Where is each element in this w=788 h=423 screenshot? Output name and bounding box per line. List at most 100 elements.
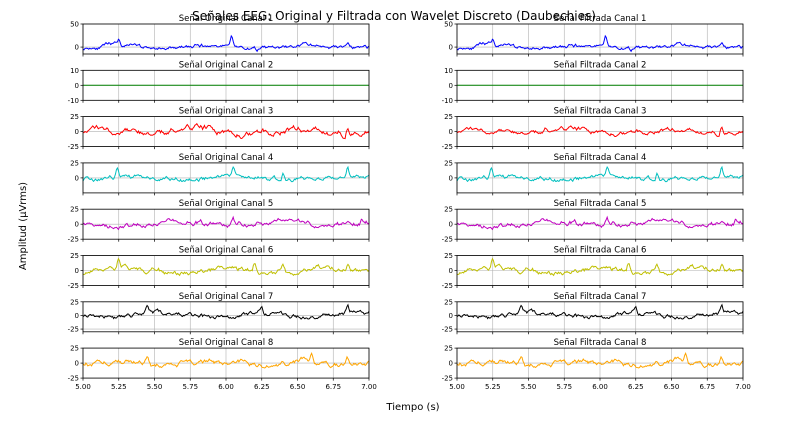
panel-filtrada-4: 0 25 Señal Filtrada Canal 4 bbox=[444, 153, 744, 196]
y-tick-label: 0 bbox=[449, 128, 453, 136]
subplot-title: Señal Filtrada Canal 5 bbox=[554, 199, 647, 209]
panel-original-7: -25 0 25 Señal Original Canal 7 bbox=[68, 292, 370, 335]
y-tick-label: 25 bbox=[70, 298, 79, 306]
y-tick-label: 0 bbox=[449, 44, 453, 52]
y-tick-label: 0 bbox=[75, 221, 79, 229]
y-tick-label: 25 bbox=[70, 206, 79, 214]
subplot-title: Señal Original Canal 2 bbox=[179, 60, 273, 70]
x-tick-label: 6.00 bbox=[218, 383, 234, 391]
series-line bbox=[456, 303, 744, 320]
y-tick-label: 25 bbox=[444, 252, 453, 260]
x-tick-label: 7.00 bbox=[361, 383, 377, 391]
series-line bbox=[82, 165, 370, 183]
y-tick-label: 25 bbox=[444, 298, 453, 306]
subplot-title: Señal Filtrada Canal 2 bbox=[554, 60, 647, 70]
y-tick-label: 0 bbox=[75, 174, 79, 182]
subplot-title: Señal Original Canal 8 bbox=[179, 338, 273, 348]
y-tick-label: 25 bbox=[70, 252, 79, 260]
subplot-title: Señal Original Canal 6 bbox=[179, 246, 273, 256]
x-tick-label: 7.00 bbox=[735, 383, 751, 391]
y-tick-label: 0 bbox=[449, 221, 453, 229]
subplot-title: Señal Filtrada Canal 1 bbox=[554, 14, 647, 24]
y-tick-label: -25 bbox=[442, 143, 453, 151]
panel-filtrada-1: 0 50 Señal Filtrada Canal 1 bbox=[444, 14, 744, 57]
y-tick-label: -25 bbox=[68, 282, 79, 290]
y-tick-label: 25 bbox=[444, 345, 453, 353]
x-tick-label: 5.75 bbox=[182, 383, 198, 391]
series-line bbox=[456, 257, 744, 277]
series-line bbox=[82, 215, 370, 231]
x-tick-label: 6.75 bbox=[699, 383, 715, 391]
panel-filtrada-5: -25 0 25 Señal Filtrada Canal 5 bbox=[442, 199, 744, 244]
subplot-title: Señal Original Canal 4 bbox=[179, 153, 273, 163]
y-tick-label: 0 bbox=[449, 82, 453, 90]
x-tick-label: 5.25 bbox=[485, 383, 501, 391]
y-tick-label: 0 bbox=[75, 128, 79, 136]
panel-filtrada-8: -25 0 25 Señal Filtrada Canal 8 5.00 5.25 5.50… bbox=[442, 338, 751, 391]
series-line bbox=[456, 215, 744, 231]
x-tick-label: 6.00 bbox=[592, 383, 608, 391]
panel-original-6: -25 0 25 Señal Original Canal 6 bbox=[68, 246, 370, 290]
x-tick-label: 6.50 bbox=[290, 383, 306, 391]
y-tick-label: -25 bbox=[442, 375, 453, 383]
panels-layer: 0 50 Señal Original Canal 1 -10 0 10 Señal Ori… bbox=[68, 14, 751, 391]
subplot-title: Señal Original Canal 5 bbox=[179, 199, 273, 209]
y-tick-label: 0 bbox=[75, 360, 79, 368]
panel-filtrada-3: -25 0 25 Señal Filtrada Canal 3 bbox=[442, 107, 744, 151]
panel-filtrada-7: -25 0 25 Señal Filtrada Canal 7 bbox=[442, 292, 744, 335]
y-tick-label: -25 bbox=[442, 236, 453, 244]
subplot-title: Señal Original Canal 7 bbox=[179, 292, 273, 302]
series-line bbox=[82, 352, 370, 369]
y-tick-label: 25 bbox=[444, 159, 453, 167]
x-tick-label: 6.25 bbox=[254, 383, 270, 391]
series-line bbox=[82, 257, 370, 277]
y-tick-label: 0 bbox=[75, 82, 79, 90]
y-tick-label: 50 bbox=[444, 21, 453, 29]
y-tick-label: -25 bbox=[68, 326, 79, 334]
y-tick-label: 0 bbox=[75, 267, 79, 275]
subplot-title: Señal Original Canal 3 bbox=[179, 107, 273, 117]
x-tick-label: 5.50 bbox=[521, 383, 537, 391]
x-tick-label: 6.50 bbox=[664, 383, 680, 391]
subplot-title: Señal Filtrada Canal 3 bbox=[554, 107, 647, 117]
y-tick-label: -25 bbox=[68, 143, 79, 151]
series-line bbox=[82, 122, 370, 140]
subplot-title: Señal Filtrada Canal 8 bbox=[554, 338, 647, 348]
y-tick-label: 25 bbox=[70, 159, 79, 167]
y-tick-label: 50 bbox=[70, 21, 79, 29]
series-line bbox=[82, 303, 370, 320]
series-line bbox=[456, 165, 744, 183]
panel-original-1: 0 50 Señal Original Canal 1 bbox=[70, 14, 370, 57]
y-tick-label: 25 bbox=[70, 113, 79, 121]
y-tick-label: -25 bbox=[68, 375, 79, 383]
y-tick-label: 0 bbox=[449, 174, 453, 182]
subplot-title: Señal Filtrada Canal 7 bbox=[554, 292, 647, 302]
x-tick-label: 5.75 bbox=[556, 383, 572, 391]
x-tick-label: 5.25 bbox=[111, 383, 127, 391]
y-tick-label: 0 bbox=[449, 360, 453, 368]
panel-filtrada-6: -25 0 25 Señal Filtrada Canal 6 bbox=[442, 246, 744, 290]
subplot-title: Señal Filtrada Canal 6 bbox=[554, 246, 647, 256]
x-axis-label: Tiempo (s) bbox=[385, 402, 439, 413]
y-tick-label: -10 bbox=[442, 97, 453, 105]
subplot-title: Señal Original Canal 1 bbox=[179, 14, 273, 24]
y-tick-label: 0 bbox=[75, 44, 79, 52]
y-tick-label: 25 bbox=[70, 345, 79, 353]
subplot-title: Señal Filtrada Canal 4 bbox=[554, 153, 647, 163]
panel-original-3: -25 0 25 Señal Original Canal 3 bbox=[68, 107, 370, 151]
x-tick-label: 5.00 bbox=[449, 383, 465, 391]
y-tick-label: 25 bbox=[444, 113, 453, 121]
series-line bbox=[456, 34, 744, 53]
panel-original-2: -10 0 10 Señal Original Canal 2 bbox=[68, 60, 370, 105]
y-tick-label: -25 bbox=[68, 236, 79, 244]
y-tick-label: -25 bbox=[442, 282, 453, 290]
y-tick-label: 10 bbox=[444, 67, 453, 75]
y-tick-label: 0 bbox=[75, 312, 79, 320]
panel-filtrada-2: -10 0 10 Señal Filtrada Canal 2 bbox=[442, 60, 744, 105]
panel-original-5: -25 0 25 Señal Original Canal 5 bbox=[68, 199, 370, 244]
y-tick-label: 0 bbox=[449, 312, 453, 320]
y-tick-label: 25 bbox=[444, 206, 453, 214]
y-tick-label: -10 bbox=[68, 97, 79, 105]
panel-original-8: -25 0 25 Señal Original Canal 8 5.00 5.25 5.50… bbox=[68, 338, 377, 391]
